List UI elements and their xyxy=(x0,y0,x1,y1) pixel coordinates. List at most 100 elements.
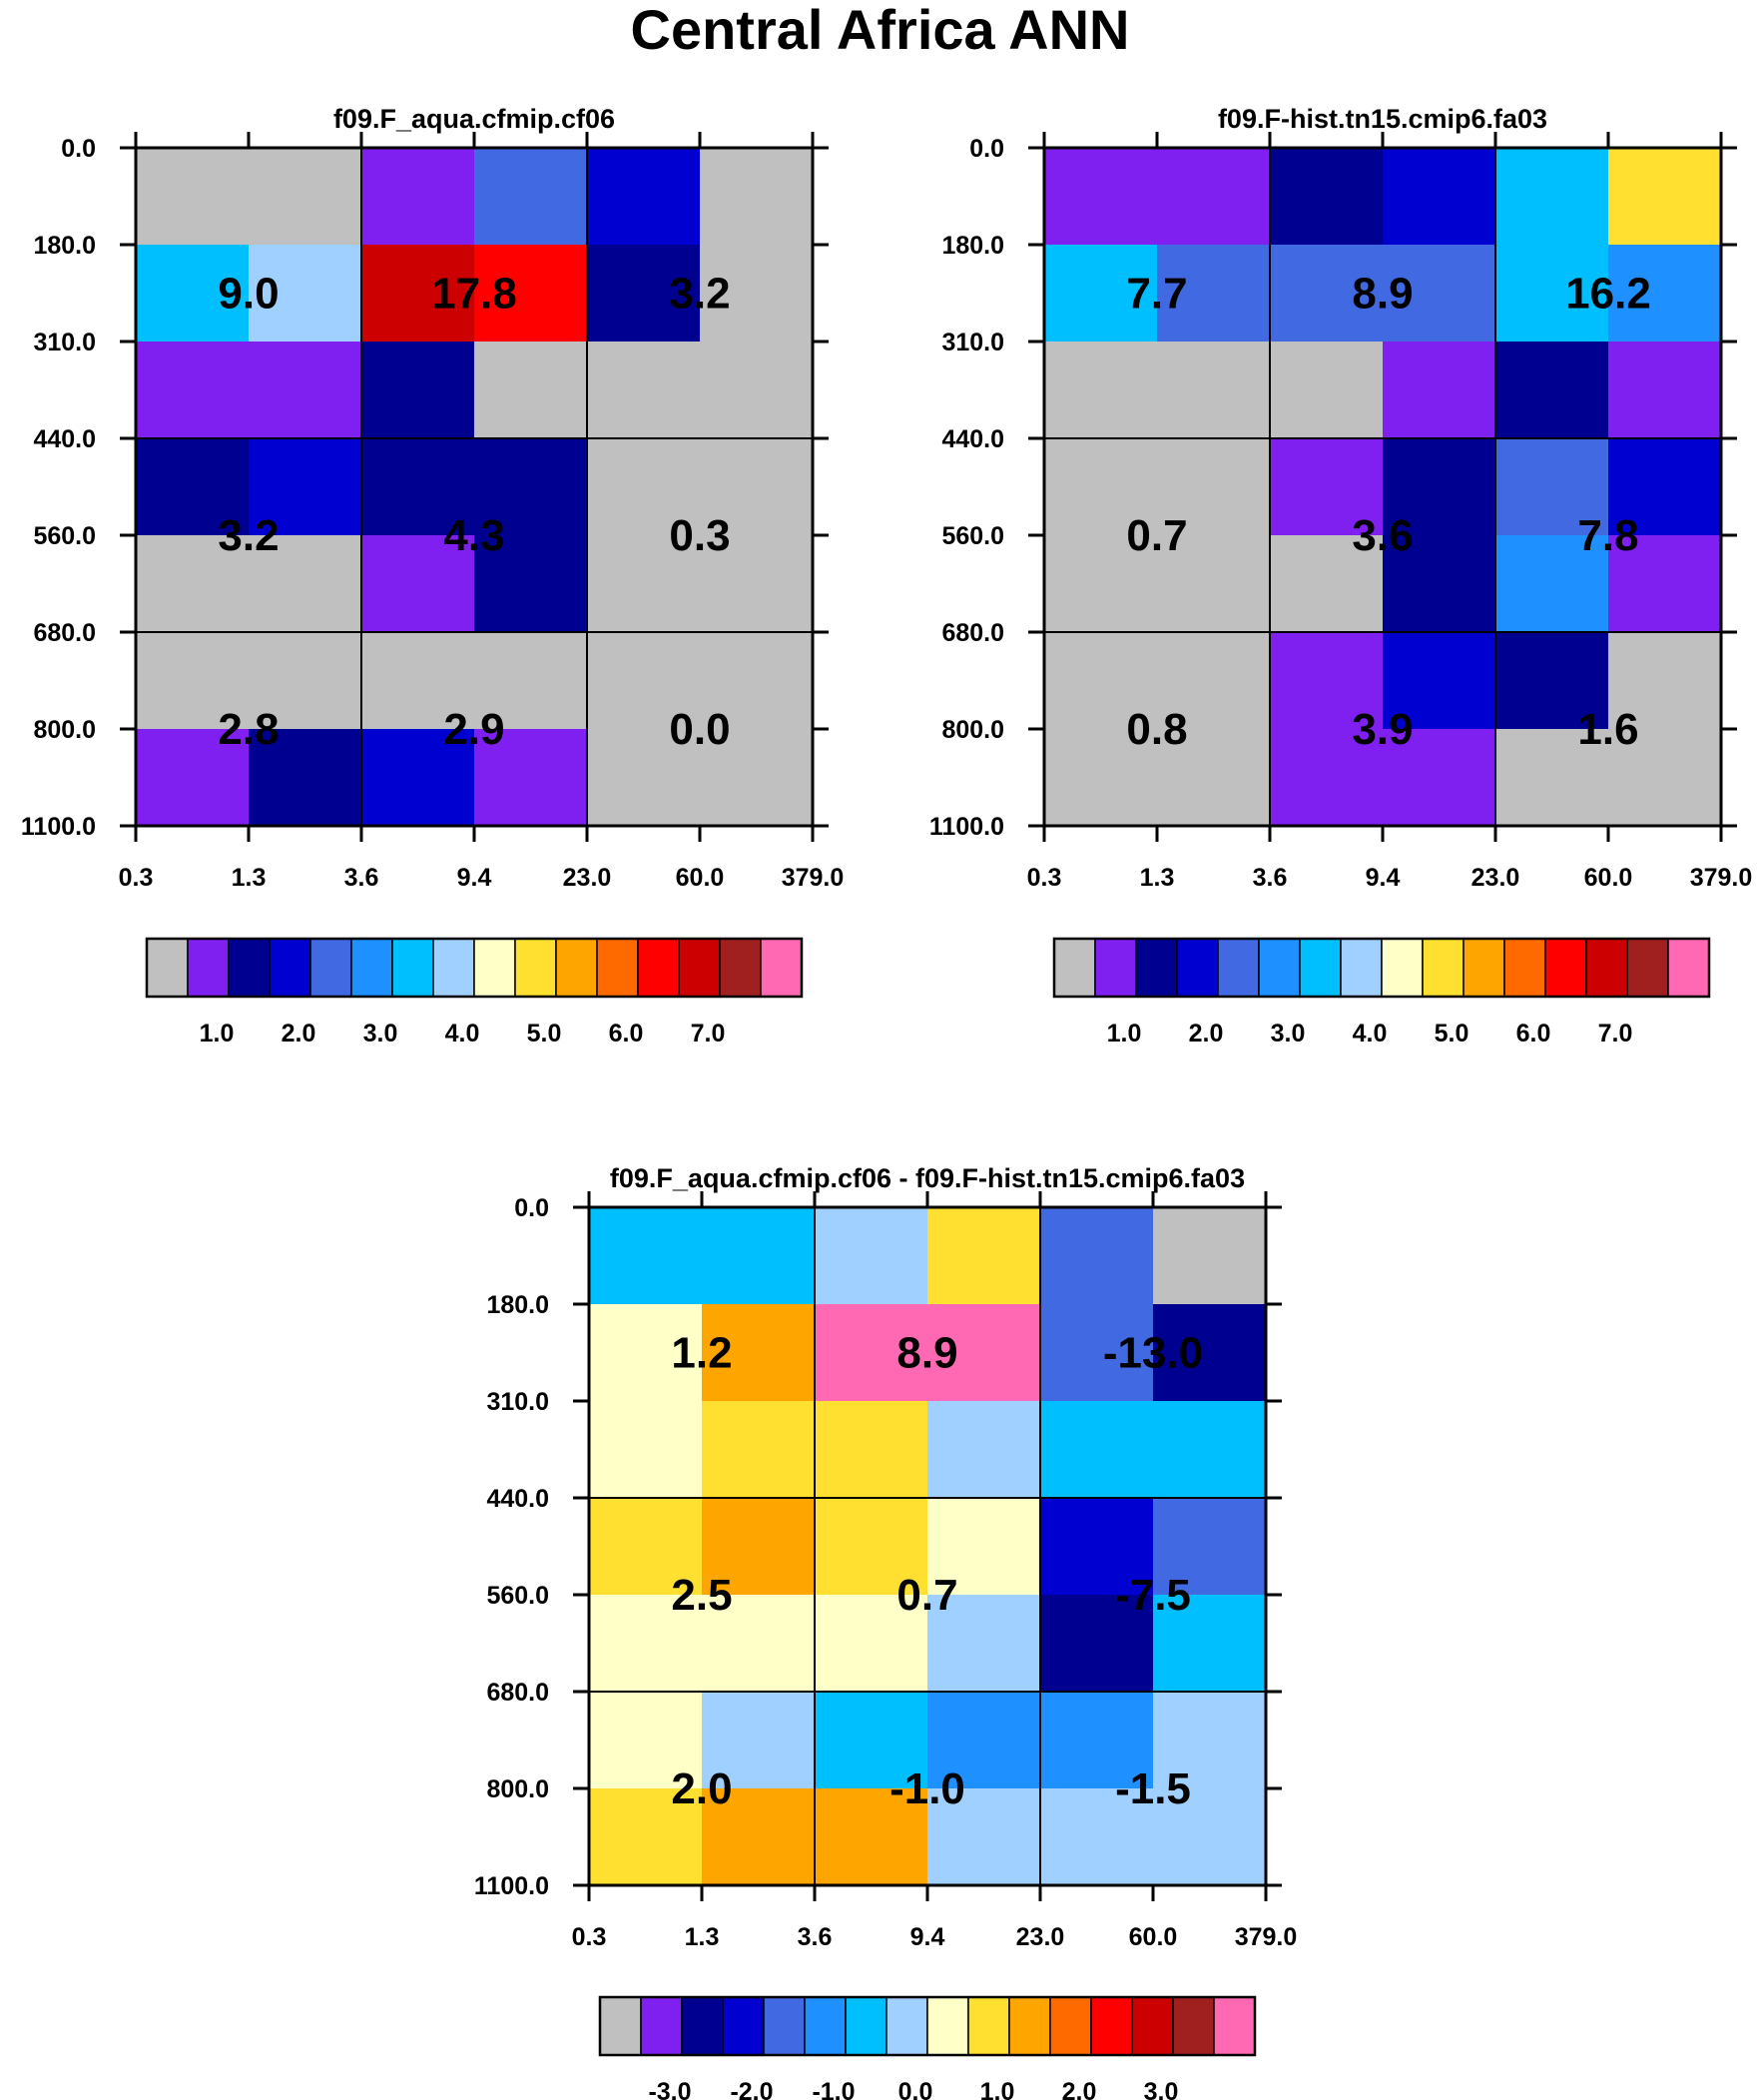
block-value-label: 3.9 xyxy=(1352,705,1413,754)
heatmap-cell xyxy=(1044,535,1158,633)
colorbar-label: 7.0 xyxy=(691,1020,726,1048)
heatmap-cell xyxy=(1153,1788,1267,1886)
y-tick-label: 560.0 xyxy=(33,522,96,550)
colorbar-swatch xyxy=(228,938,271,998)
colorbar-label: 1.0 xyxy=(980,2078,1015,2100)
heatmap-cell xyxy=(249,148,362,246)
heatmap-cell xyxy=(474,535,588,633)
heatmap-cell xyxy=(1153,1304,1267,1402)
colorbar-swatch xyxy=(1544,938,1587,998)
block-value-label: 7.8 xyxy=(1577,511,1638,560)
heatmap-cell xyxy=(1608,438,1722,536)
colorbar-swatch xyxy=(1381,938,1424,998)
heatmap-cell xyxy=(700,632,814,730)
heatmap-cell xyxy=(1153,1595,1267,1693)
heatmap-cell xyxy=(1495,535,1609,633)
colorbar-label: 3.0 xyxy=(363,1020,398,1048)
heatmap-cell xyxy=(136,632,250,730)
colorbar-swatch xyxy=(391,938,434,998)
x-tick-label: 1.3 xyxy=(685,1923,720,1951)
colorbar-swatch xyxy=(1667,938,1710,998)
heatmap-cell xyxy=(589,1692,703,1789)
heatmap-cell xyxy=(815,1207,928,1305)
heatmap-cell xyxy=(589,1207,703,1305)
colorbar-swatch xyxy=(640,1996,683,2056)
y-tick-label: 180.0 xyxy=(33,232,96,260)
panel-title: f09.F-hist.tn15.cmip6.fa03 xyxy=(1218,104,1547,134)
block-value-label: 3.2 xyxy=(218,511,279,560)
block-value-label: 2.9 xyxy=(443,705,504,754)
colorbar-label: 6.0 xyxy=(1516,1020,1551,1048)
heatmap-cell xyxy=(1153,1498,1267,1596)
heatmap-cell xyxy=(1608,729,1722,827)
heatmap-cell xyxy=(1270,245,1384,343)
heatmap-cell xyxy=(927,1788,1041,1886)
colorbar-swatch xyxy=(1053,938,1096,998)
colorbar-label: 5.0 xyxy=(1435,1020,1469,1048)
colorbar-label: 7.0 xyxy=(1598,1020,1633,1048)
heatmap-cell xyxy=(702,1498,816,1596)
x-tick-label: 9.4 xyxy=(1366,864,1401,892)
colorbar-swatch xyxy=(599,1996,642,2056)
block-value-label: -13.0 xyxy=(1103,1329,1203,1378)
heatmap-cell xyxy=(1270,632,1384,730)
heatmap-cell xyxy=(361,729,475,827)
colorbar-swatch xyxy=(722,1996,765,2056)
heatmap-cell xyxy=(1040,1498,1154,1596)
heatmap-cell xyxy=(361,438,475,536)
colorbar-swatch xyxy=(555,938,598,998)
heatmap-cell xyxy=(474,438,588,536)
heatmap-cell xyxy=(702,1788,816,1886)
block-value-label: 2.0 xyxy=(671,1764,732,1813)
heatmap-cell xyxy=(249,729,362,827)
block-value-label: 1.2 xyxy=(671,1329,732,1378)
block-value-label: -7.5 xyxy=(1115,1571,1191,1620)
block-value-label: -1.5 xyxy=(1115,1764,1191,1813)
y-tick-label: 560.0 xyxy=(941,522,1004,550)
heatmap-cell xyxy=(1044,148,1158,246)
block-value-label: 3.6 xyxy=(1352,511,1413,560)
colorbar-swatch xyxy=(1008,1996,1051,2056)
heatmap-cell xyxy=(700,245,814,343)
block-value-label: 3.2 xyxy=(669,270,730,319)
y-tick-label: 680.0 xyxy=(486,1679,549,1707)
colorbar-swatch xyxy=(1172,1996,1215,2056)
heatmap-cell xyxy=(1608,342,1722,439)
panel-f09-hist: f09.F-hist.tn15.cmip6.fa03 0.0 180.0 310.0 4… xyxy=(929,104,1752,1048)
block-value-label: 4.3 xyxy=(443,511,504,560)
x-tick-label: 0.3 xyxy=(1027,864,1062,892)
heatmap-cell xyxy=(1153,1207,1267,1305)
block-value-label: 0.7 xyxy=(1126,511,1187,560)
heatmap-cell xyxy=(1157,535,1271,633)
colorbar-label: 2.0 xyxy=(1062,2078,1097,2100)
heatmap-cell xyxy=(815,1788,928,1886)
heatmap-cell xyxy=(1383,729,1496,827)
colorbar-swatch xyxy=(967,1996,1010,2056)
heatmap-cell xyxy=(361,535,475,633)
heatmap-cell xyxy=(1044,342,1158,439)
heatmap-cell xyxy=(136,148,250,246)
heatmap-cell xyxy=(702,1401,816,1499)
y-tick-label: 680.0 xyxy=(33,619,96,647)
heatmap-cell xyxy=(1270,729,1384,827)
y-tick-label: 0.0 xyxy=(61,135,96,163)
block-value-label: 2.8 xyxy=(218,705,279,754)
colorbar-swatch xyxy=(514,938,557,998)
heatmap-cell xyxy=(1040,1401,1154,1499)
heatmap-cell xyxy=(1270,148,1384,246)
x-tick-label: 3.6 xyxy=(344,864,379,892)
heatmap-cell xyxy=(1157,729,1271,827)
y-tick-label: 800.0 xyxy=(33,716,96,744)
heatmap-cell xyxy=(249,438,362,536)
heatmap-cell xyxy=(1157,148,1271,246)
heatmap-cell xyxy=(1383,438,1496,536)
colorbar-swatch xyxy=(1340,938,1383,998)
heatmap-cell xyxy=(361,632,475,730)
block-value-label: 7.7 xyxy=(1126,270,1187,319)
colorbar-label: 5.0 xyxy=(527,1020,562,1048)
x-tick-label: 23.0 xyxy=(563,864,612,892)
colorbar-swatch xyxy=(1585,938,1628,998)
heatmap-cell xyxy=(1044,632,1158,730)
x-tick-label: 3.6 xyxy=(1253,864,1288,892)
